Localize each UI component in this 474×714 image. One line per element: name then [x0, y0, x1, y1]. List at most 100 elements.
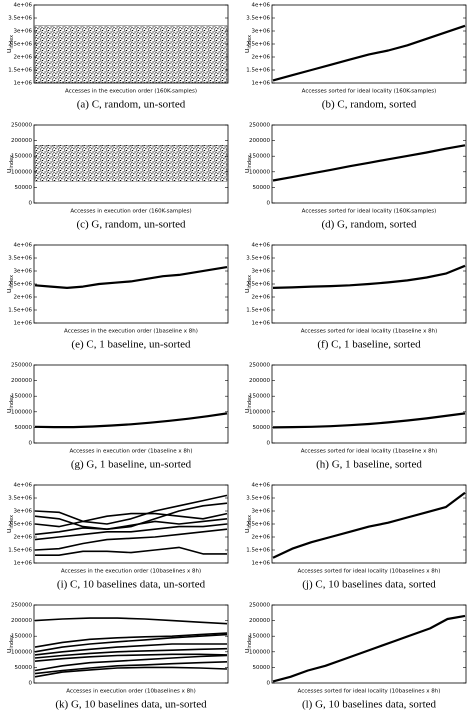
y-axis-label: uindex — [5, 395, 15, 413]
y-axis-label-sub: index — [9, 155, 15, 169]
caption: (a) C, random, un-sorted — [77, 99, 186, 111]
y-tick-label: 1e+06 — [252, 561, 271, 567]
y-axis-label-main: u — [5, 289, 13, 293]
x-axis-label: Accesses sorted for ideal locality (10ba… — [298, 569, 441, 575]
y-axis-label-sub: index — [247, 515, 253, 529]
panel: 1e+06 1.5e+06 2e+06 2.5e+06 3e+06 3.5e+06 4e+0… — [5, 483, 229, 591]
y-tick-label: 3e+06 — [14, 509, 33, 515]
scatter-band — [34, 145, 228, 182]
data-line — [34, 412, 228, 429]
y-axis-label-sub: index — [9, 635, 15, 649]
x-axis-label: Accesses sorted for ideal locality (10ba… — [298, 689, 441, 695]
y-tick-label: 200000 — [249, 618, 270, 624]
y-tick-label: 2.5e+06 — [246, 42, 270, 48]
y-axis-label: uindex — [5, 515, 15, 533]
plot-frame — [33, 124, 229, 204]
panel: 0 50000 100000 150000 200000 250000 uindex Acce… — [243, 363, 467, 471]
y-tick-label: 150000 — [249, 394, 270, 400]
y-axis-label-main: u — [243, 169, 251, 173]
y-tick-label: 1.5e+06 — [8, 548, 32, 554]
y-axis-label: uindex — [243, 635, 253, 653]
x-axis-label: Accesses sorted for ideal locality (1bas… — [301, 449, 438, 455]
y-tick-label: 0 — [267, 681, 271, 687]
y-axis-label: uindex — [243, 275, 253, 293]
y-tick-label: 1.5e+06 — [246, 68, 270, 74]
plot-frame — [271, 604, 467, 684]
y-tick-label: 2.5e+06 — [246, 522, 270, 528]
y-tick-label: 4e+06 — [14, 243, 33, 249]
data-line — [272, 614, 466, 683]
y-tick-label: 200000 — [249, 378, 270, 384]
scatter-band — [34, 25, 228, 84]
panel: 0 50000 100000 150000 200000 250000 uindex Acce… — [5, 123, 229, 231]
plot-frame — [33, 604, 229, 684]
plot-frame — [271, 124, 467, 204]
y-tick-label: 150000 — [11, 634, 32, 640]
data-line — [35, 546, 227, 556]
data-line — [34, 632, 228, 648]
data-line — [34, 666, 228, 678]
y-tick-label: 250000 — [11, 603, 32, 609]
x-axis-label: Accesses in execution order (1baseline x… — [69, 449, 192, 455]
caption: (f) C, 1 baseline, sorted — [317, 339, 421, 351]
y-axis-label: uindex — [5, 635, 15, 653]
y-tick-label: 2e+06 — [14, 55, 33, 61]
y-tick-label: 50000 — [15, 185, 33, 191]
panel: 1e+06 1.5e+06 2e+06 2.5e+06 3e+06 3.5e+06 4e+0… — [5, 3, 229, 111]
y-tick-label: 3.5e+06 — [8, 496, 32, 502]
y-tick-label: 1e+06 — [252, 81, 271, 87]
y-tick-label: 2.5e+06 — [8, 282, 32, 288]
y-tick-label: 200000 — [249, 138, 270, 144]
y-tick-label: 250000 — [249, 123, 270, 129]
y-tick-label: 50000 — [253, 665, 271, 671]
y-tick-label: 100000 — [11, 409, 32, 415]
data-line — [34, 518, 228, 536]
y-axis-label-sub: index — [247, 635, 253, 649]
y-tick-label: 3e+06 — [252, 29, 271, 35]
caption: (c) G, random, un-sorted — [76, 219, 186, 231]
y-tick-label: 100000 — [11, 649, 32, 655]
x-axis-label: Accesses in the execution order (10basel… — [61, 569, 201, 575]
caption: (b) C, random, sorted — [322, 99, 417, 111]
y-tick-label: 0 — [267, 441, 271, 447]
y-tick-label: 3.5e+06 — [246, 496, 270, 502]
y-tick-label: 2e+06 — [252, 535, 271, 541]
data-line — [34, 523, 228, 541]
caption: (d) G, random, sorted — [321, 219, 417, 231]
y-tick-label: 50000 — [15, 665, 33, 671]
data-line — [34, 653, 228, 662]
y-axis-label-sub: index — [247, 395, 253, 409]
y-tick-label: 3.5e+06 — [246, 256, 270, 262]
y-tick-label: 3e+06 — [14, 29, 33, 35]
panel: 1e+06 1.5e+06 2e+06 2.5e+06 3e+06 3.5e+06 4e+0… — [243, 483, 467, 591]
y-tick-label: 2.5e+06 — [8, 42, 32, 48]
y-tick-label: 3e+06 — [252, 269, 271, 275]
panel: 0 50000 100000 150000 200000 250000 uindex Acce… — [5, 363, 229, 471]
y-tick-label: 3e+06 — [252, 509, 271, 515]
y-axis-label: uindex — [243, 395, 253, 413]
y-tick-label: 2e+06 — [14, 535, 33, 541]
data-line — [34, 633, 228, 653]
y-axis-label: uindex — [243, 155, 253, 173]
y-tick-label: 250000 — [249, 363, 270, 369]
y-axis-label-main: u — [243, 649, 251, 653]
x-axis-label: Accesses sorted for ideal locality (1bas… — [301, 329, 438, 335]
y-tick-label: 250000 — [249, 603, 270, 609]
y-tick-label: 4e+06 — [252, 243, 271, 249]
panel: 1e+06 1.5e+06 2e+06 2.5e+06 3e+06 3.5e+06 4e+0… — [243, 243, 467, 351]
data-line — [34, 661, 228, 675]
y-axis-label-main: u — [5, 169, 13, 173]
y-tick-label: 150000 — [11, 394, 32, 400]
y-tick-label: 2.5e+06 — [246, 282, 270, 288]
plot-frame — [271, 484, 467, 564]
y-axis-label: uindex — [243, 515, 253, 533]
data-line — [272, 24, 466, 82]
plot-frame — [271, 4, 467, 84]
y-tick-label: 50000 — [253, 185, 271, 191]
caption: (j) C, 10 baselines data, sorted — [302, 579, 436, 591]
data-line — [272, 491, 466, 559]
y-tick-label: 3.5e+06 — [246, 16, 270, 22]
panel: 1e+06 1.5e+06 2e+06 2.5e+06 3e+06 3.5e+06 4e+0… — [5, 243, 229, 351]
panel: 0 50000 100000 150000 200000 250000 uindex Acce… — [5, 603, 229, 711]
